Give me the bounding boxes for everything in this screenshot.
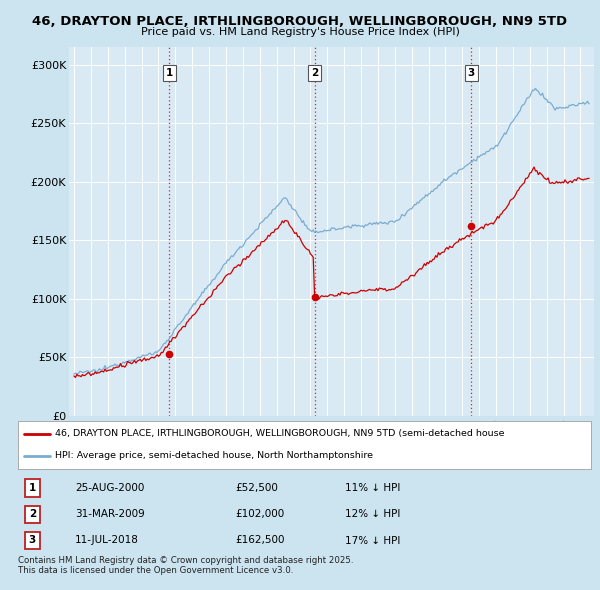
Text: 1: 1: [166, 68, 173, 78]
Text: 46, DRAYTON PLACE, IRTHLINGBOROUGH, WELLINGBOROUGH, NN9 5TD: 46, DRAYTON PLACE, IRTHLINGBOROUGH, WELL…: [32, 15, 568, 28]
Text: 11-JUL-2018: 11-JUL-2018: [76, 536, 139, 546]
Text: 12% ↓ HPI: 12% ↓ HPI: [344, 509, 400, 519]
Text: 11% ↓ HPI: 11% ↓ HPI: [344, 483, 400, 493]
Text: £102,000: £102,000: [236, 509, 285, 519]
Text: 1: 1: [29, 483, 36, 493]
Text: 31-MAR-2009: 31-MAR-2009: [76, 509, 145, 519]
Text: 25-AUG-2000: 25-AUG-2000: [76, 483, 145, 493]
Text: £52,500: £52,500: [236, 483, 278, 493]
Text: 17% ↓ HPI: 17% ↓ HPI: [344, 536, 400, 546]
Text: 2: 2: [29, 509, 36, 519]
Text: Contains HM Land Registry data © Crown copyright and database right 2025.
This d: Contains HM Land Registry data © Crown c…: [18, 556, 353, 575]
Text: £162,500: £162,500: [236, 536, 285, 546]
Text: 2: 2: [311, 68, 318, 78]
Text: Price paid vs. HM Land Registry's House Price Index (HPI): Price paid vs. HM Land Registry's House …: [140, 27, 460, 37]
Text: 46, DRAYTON PLACE, IRTHLINGBOROUGH, WELLINGBOROUGH, NN9 5TD (semi-detached house: 46, DRAYTON PLACE, IRTHLINGBOROUGH, WELL…: [55, 430, 505, 438]
Text: 3: 3: [467, 68, 475, 78]
Text: 3: 3: [29, 536, 36, 546]
Text: HPI: Average price, semi-detached house, North Northamptonshire: HPI: Average price, semi-detached house,…: [55, 451, 373, 460]
